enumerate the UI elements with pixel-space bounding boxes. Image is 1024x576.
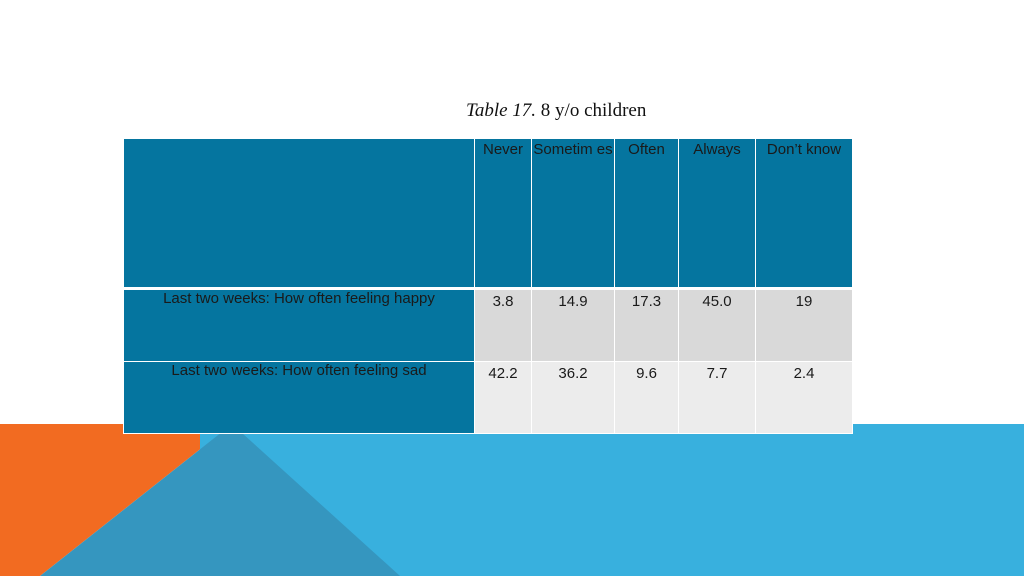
row-label-happy: Last two weeks: How often feeling happy [123, 287, 475, 362]
cell-happy-never: 3.8 [474, 287, 532, 362]
cell-happy-dont-know: 19 [755, 287, 853, 362]
column-header-never: Never [474, 138, 532, 289]
header-blank-cell [123, 138, 475, 289]
data-table: Never Sometim es Often Always Don’t know… [123, 138, 853, 434]
cell-happy-sometimes: 14.9 [531, 287, 615, 362]
table-header-row: Never Sometim es Often Always Don’t know [123, 138, 853, 289]
cell-sad-always: 7.7 [678, 361, 756, 434]
table-row: Last two weeks: How often feeling happy … [123, 287, 853, 362]
cell-sad-often: 9.6 [614, 361, 679, 434]
caption-table-number: Table 17. [466, 100, 537, 121]
table-row: Last two weeks: How often feeling sad 42… [123, 361, 853, 434]
cell-sad-sometimes: 36.2 [531, 361, 615, 434]
column-header-dont-know: Don’t know [755, 138, 853, 289]
mid-blue-triangle-shape [40, 424, 400, 576]
caption-title: 8 y/o children [540, 100, 647, 121]
orange-corner-shape [0, 424, 232, 576]
column-header-sometimes: Sometim es [531, 138, 615, 289]
cell-sad-dont-know: 2.4 [755, 361, 853, 434]
cell-happy-often: 17.3 [614, 287, 679, 362]
row-label-sad: Last two weeks: How often feeling sad [123, 361, 475, 434]
cell-happy-always: 45.0 [678, 287, 756, 362]
column-header-often: Often [614, 138, 679, 289]
column-header-always: Always [678, 138, 756, 289]
table-caption: Table 17. 8 y/o children [466, 100, 646, 122]
light-blue-band-shape [200, 424, 1024, 576]
cell-sad-never: 42.2 [474, 361, 532, 434]
